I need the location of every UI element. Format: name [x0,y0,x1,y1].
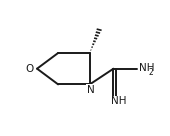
Text: N: N [87,85,94,95]
Text: NH: NH [111,96,126,106]
Text: O: O [25,64,33,74]
Text: NH: NH [139,63,154,73]
Text: 2: 2 [148,68,153,77]
